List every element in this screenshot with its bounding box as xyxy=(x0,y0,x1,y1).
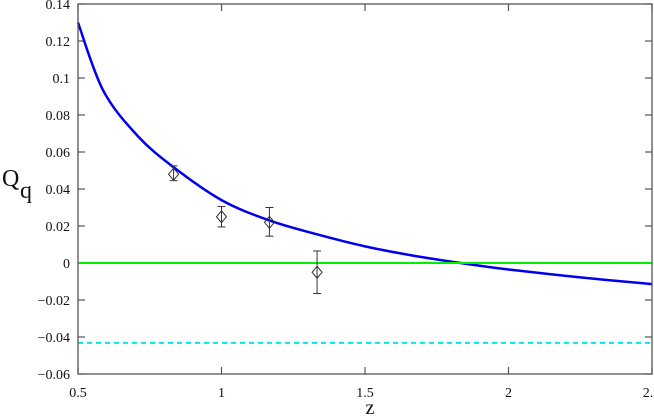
y-tick-label: 0.02 xyxy=(46,220,71,235)
model-curve xyxy=(76,22,653,286)
diamond-marker xyxy=(215,209,228,224)
y-tick-label: 0.04 xyxy=(46,183,71,198)
data-point xyxy=(263,207,276,237)
y-tick-label: 0.06 xyxy=(46,146,71,161)
x-tick-label: 1 xyxy=(218,386,225,401)
y-axis-label: Q xyxy=(2,166,19,192)
data-point xyxy=(311,250,323,295)
y-tick-label: 0.14 xyxy=(46,0,71,13)
x-axis-label: z xyxy=(366,397,375,416)
diamond-marker xyxy=(311,265,323,280)
y-tick-label: 0.08 xyxy=(46,109,71,124)
y-tick-label: 0.12 xyxy=(46,35,71,50)
x-tick-label: 2. xyxy=(643,386,654,401)
series xyxy=(76,22,653,344)
data-point xyxy=(215,206,228,228)
y-tick-label: −0.04 xyxy=(38,331,70,346)
diamond-marker xyxy=(167,167,180,181)
ticks: 0.5 1 1.5 2 2. −0.06 −0.04 −0.02 0 0.02 0.04 0.06 0.… xyxy=(38,0,654,401)
y-tick-label: −0.06 xyxy=(38,368,70,383)
x-tick-label: 2 xyxy=(505,386,512,401)
plot-frame xyxy=(77,3,653,375)
y-tick-label: 0 xyxy=(63,257,70,272)
data-point xyxy=(167,165,180,182)
y-axis-label-subscript: q xyxy=(20,178,32,204)
x-tick-label: 1.5 xyxy=(356,386,374,401)
y-tick-label: 0.1 xyxy=(53,72,71,87)
x-tick-label: 0.5 xyxy=(69,386,87,401)
diamond-marker xyxy=(263,215,276,230)
y-tick-label: −0.02 xyxy=(38,294,70,309)
